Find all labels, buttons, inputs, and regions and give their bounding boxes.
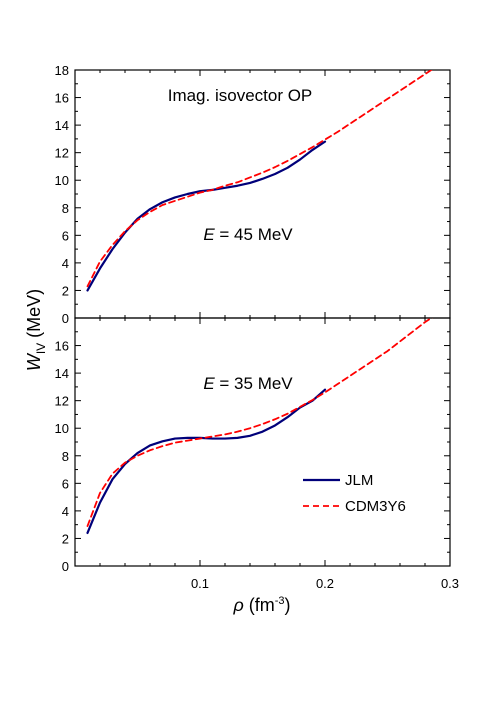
energy-annotation: E = 45 MeV <box>203 225 293 244</box>
x-tick-label: 0.2 <box>316 576 334 591</box>
energy-value: = 45 MeV <box>215 225 294 244</box>
y-tick-label: 4 <box>62 504 69 519</box>
y-tick-label: 14 <box>55 366 69 381</box>
y-tick-label: 10 <box>55 173 69 188</box>
series-line-jlm <box>86 388 327 535</box>
panel-bottom: 0 2 4 6 8 10 12 14 16 0.1 0.2 0.3 E = 35 MeV <box>55 317 459 591</box>
x-axis-title: ρ (fm-3) <box>232 595 290 615</box>
y-tick-label: 2 <box>62 531 69 546</box>
series-line-cdm3y6 <box>86 318 433 527</box>
y-tick-label: 8 <box>62 449 69 464</box>
panel-title: Imag. isovector OP <box>168 86 313 105</box>
y-axis-title: WIV (MeV) <box>24 289 48 371</box>
legend-label-jlm: JLM <box>345 472 373 489</box>
x-axis-title-superscript: -3 <box>275 595 285 607</box>
energy-symbol: E <box>203 374 215 393</box>
energy-annotation: E = 35 MeV <box>203 374 293 393</box>
y-tick-label: 6 <box>62 476 69 491</box>
plot-frame <box>74 317 451 567</box>
energy-value: = 35 MeV <box>215 374 294 393</box>
y-tick-label: 18 <box>55 63 69 78</box>
series-line-cdm3y6 <box>86 70 433 288</box>
y-tick-label: 8 <box>62 201 69 216</box>
y-tick-label: 10 <box>55 421 69 436</box>
y-tick-label: 2 <box>62 283 69 298</box>
y-tick-label: 0 <box>62 311 69 326</box>
y-tick-label: 12 <box>55 146 69 161</box>
y-tick-label: 16 <box>55 339 69 354</box>
x-tick-label: 0.1 <box>191 576 209 591</box>
panel-top: 0 2 4 6 8 10 12 14 16 18 Imag. isovector OP E = 45 … <box>55 63 451 326</box>
y-axis-title-unit: (MeV) <box>24 289 44 343</box>
legend: JLM CDM3Y6 <box>303 472 406 515</box>
series-line-jlm <box>86 140 327 292</box>
y-tick-label: 0 <box>62 559 69 574</box>
x-axis-title-unit: (fm <box>244 595 275 615</box>
x-axis-title-close: ) <box>285 595 291 615</box>
y-tick-label: 4 <box>62 256 69 271</box>
y-tick-label: 14 <box>55 118 69 133</box>
x-tick-label: 0.3 <box>441 576 459 591</box>
energy-symbol: E <box>203 225 215 244</box>
y-axis-title-symbol: W <box>24 352 44 371</box>
plot-frame <box>74 69 451 319</box>
y-tick-label: 16 <box>55 91 69 106</box>
y-tick-label: 12 <box>55 394 69 409</box>
y-axis-title-subscript: IV <box>34 343 48 354</box>
legend-label-cdm3y6: CDM3Y6 <box>345 498 406 515</box>
y-tick-label: 6 <box>62 228 69 243</box>
x-axis-title-symbol: ρ <box>232 595 243 615</box>
